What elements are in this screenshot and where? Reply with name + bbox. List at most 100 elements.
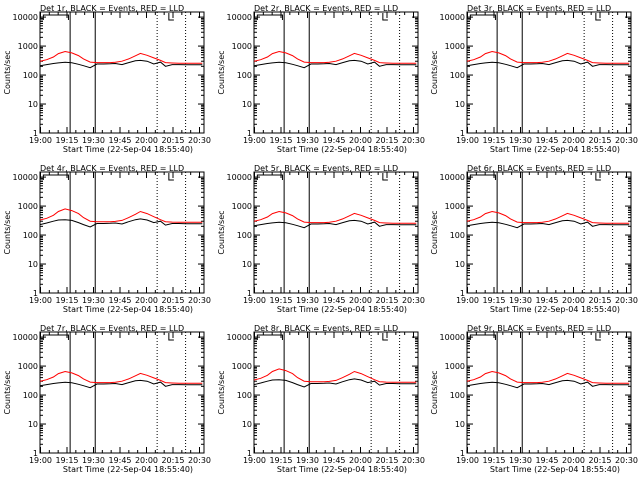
x-tick-label: 19:30 <box>296 456 319 465</box>
x-axis-title: Start Time (22-Sep-04 18:55:40) <box>63 305 193 314</box>
x-axis-title: Start Time (22-Sep-04 18:55:40) <box>277 465 407 474</box>
interval-bracket <box>256 334 283 340</box>
detector-panel: Det 9r, BLACK = Events, RED = LLD 1 10 100 1… <box>430 324 638 474</box>
y-axis-title: Counts/sec <box>217 370 226 414</box>
x-tick-label: 20:15 <box>161 296 184 305</box>
detector-panel: Det 5r, BLACK = Events, RED = LLD 1 10 100 1… <box>217 164 425 314</box>
y-tick-label: 1 <box>247 129 252 138</box>
top-marker <box>382 333 388 341</box>
x-tick-label: 19:45 <box>535 136 558 145</box>
x-tick-label: 19:30 <box>509 456 532 465</box>
y-tick-label: 100 <box>450 231 465 240</box>
y-tick-label: 10000 <box>440 333 465 342</box>
y-tick-label: 100 <box>23 391 38 400</box>
y-tick-label: 1 <box>460 129 465 138</box>
series-line-events <box>253 378 417 388</box>
x-tick-label: 20:15 <box>588 456 611 465</box>
interval-bracket <box>469 14 496 20</box>
x-tick-label: 19:45 <box>535 456 558 465</box>
series-line-lld <box>39 208 203 223</box>
y-tick-label: 1 <box>460 449 465 458</box>
y-tick-label: 1 <box>247 289 252 298</box>
detector-panel: Det 4r, BLACK = Events, RED = LLD 1 10 100 1… <box>3 164 211 314</box>
series-line-lld <box>466 50 630 64</box>
x-tick-label: 20:00 <box>349 136 372 145</box>
y-tick-label: 10000 <box>440 13 465 22</box>
x-tick-label: 19:00 <box>456 456 479 465</box>
top-marker <box>168 333 174 341</box>
y-tick-label: 10 <box>455 420 465 429</box>
x-tick-label: 19:30 <box>296 136 319 145</box>
y-tick-label: 1 <box>33 449 38 458</box>
series-line-events <box>253 219 417 229</box>
x-axis-title: Start Time (22-Sep-04 18:55:40) <box>63 145 193 154</box>
plot-frame <box>39 11 205 134</box>
x-tick-label: 19:00 <box>456 296 479 305</box>
y-tick-label: 1 <box>33 129 38 138</box>
x-tick-label: 19:45 <box>108 296 131 305</box>
y-tick-label: 10 <box>28 100 38 109</box>
x-tick-label: 19:00 <box>29 136 52 145</box>
top-marker <box>168 173 174 181</box>
plot-frame <box>253 331 419 454</box>
interval-bracket <box>42 334 69 340</box>
y-tick-label: 100 <box>237 231 252 240</box>
detector-panel: Det 2r, BLACK = Events, RED = LLD 1 10 100 1… <box>217 4 425 154</box>
y-tick-label: 10000 <box>227 13 252 22</box>
panel-title: Det 2r, BLACK = Events, RED = LLD <box>254 4 398 13</box>
x-tick-label: 19:30 <box>296 296 319 305</box>
x-tick-label: 20:15 <box>588 136 611 145</box>
x-tick-label: 20:00 <box>135 456 158 465</box>
x-tick-label: 19:15 <box>269 136 292 145</box>
y-axis-title: Counts/sec <box>430 370 439 414</box>
y-tick-label: 1 <box>33 289 38 298</box>
interval-bracket <box>42 174 69 180</box>
x-tick-label: 20:15 <box>375 456 398 465</box>
y-tick-label: 10 <box>28 420 38 429</box>
plot-frame <box>466 11 632 134</box>
x-tick-label: 20:00 <box>349 456 372 465</box>
y-tick-label: 10000 <box>440 173 465 182</box>
x-tick-label: 19:45 <box>108 456 131 465</box>
x-tick-label: 20:30 <box>188 456 211 465</box>
panel-title: Det 7r, BLACK = Events, RED = LLD <box>40 324 184 333</box>
x-tick-label: 20:15 <box>375 136 398 145</box>
y-tick-label: 10000 <box>13 173 38 182</box>
y-tick-label: 1000 <box>232 362 252 371</box>
plot-frame <box>466 331 632 454</box>
y-tick-label: 100 <box>237 391 252 400</box>
detector-panel: Det 8r, BLACK = Events, RED = LLD 1 10 100 1… <box>217 324 425 474</box>
y-tick-label: 10 <box>455 100 465 109</box>
interval-bracket <box>469 334 496 340</box>
panel-title: Det 1r, BLACK = Events, RED = LLD <box>40 4 184 13</box>
x-tick-label: 19:15 <box>482 296 505 305</box>
x-tick-label: 20:00 <box>562 456 585 465</box>
y-tick-label: 10000 <box>227 173 252 182</box>
panel-title: Det 4r, BLACK = Events, RED = LLD <box>40 164 184 173</box>
detector-panel: Det 6r, BLACK = Events, RED = LLD 1 10 100 1… <box>430 164 638 314</box>
interval-bracket <box>256 174 283 180</box>
plot-frame <box>253 11 419 134</box>
x-tick-label: 19:00 <box>456 136 479 145</box>
x-tick-label: 20:15 <box>161 456 184 465</box>
y-tick-label: 10000 <box>13 13 38 22</box>
top-marker <box>382 13 388 21</box>
plot-frame <box>39 171 205 294</box>
y-tick-label: 100 <box>237 71 252 80</box>
y-tick-label: 1 <box>460 289 465 298</box>
panel-title: Det 6r, BLACK = Events, RED = LLD <box>467 164 611 173</box>
detector-panel: Det 7r, BLACK = Events, RED = LLD 1 10 100 1… <box>3 324 211 474</box>
series-line-lld <box>253 368 417 383</box>
x-tick-label: 19:15 <box>55 136 78 145</box>
y-tick-label: 1000 <box>18 42 38 51</box>
series-line-events <box>39 379 203 389</box>
x-tick-label: 19:45 <box>322 296 345 305</box>
x-tick-label: 19:30 <box>82 456 105 465</box>
x-tick-label: 20:30 <box>402 296 425 305</box>
x-tick-label: 19:30 <box>82 136 105 145</box>
top-marker <box>595 173 601 181</box>
y-tick-label: 1000 <box>18 202 38 211</box>
top-marker <box>382 173 388 181</box>
x-tick-label: 20:00 <box>349 296 372 305</box>
